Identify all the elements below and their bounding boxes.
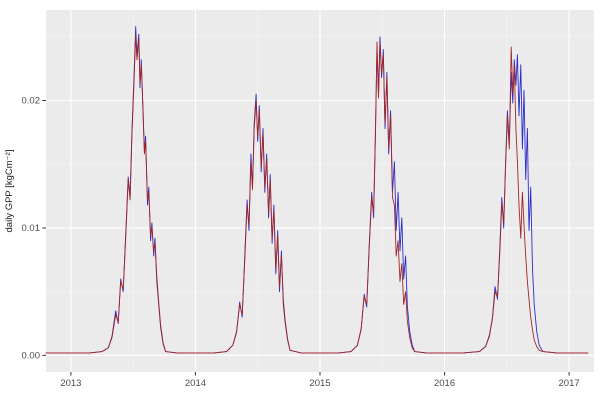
x-axis-tick-label: 2014 — [185, 378, 206, 389]
x-axis-tick-label: 2017 — [559, 378, 580, 389]
y-axis-tick-label: 0.02 — [22, 96, 41, 107]
x-axis-tick-label: 2016 — [434, 378, 455, 389]
y-axis-tick-label: 0.01 — [22, 223, 41, 234]
y-axis-label: daily GPP [kgCm⁻²] — [4, 150, 15, 233]
series-red-line — [45, 33, 589, 354]
y-axis-tick-label: 0.00 — [22, 350, 41, 361]
x-axis-tick-label: 2015 — [309, 378, 330, 389]
x-axis-tick-label: 2013 — [60, 378, 81, 389]
